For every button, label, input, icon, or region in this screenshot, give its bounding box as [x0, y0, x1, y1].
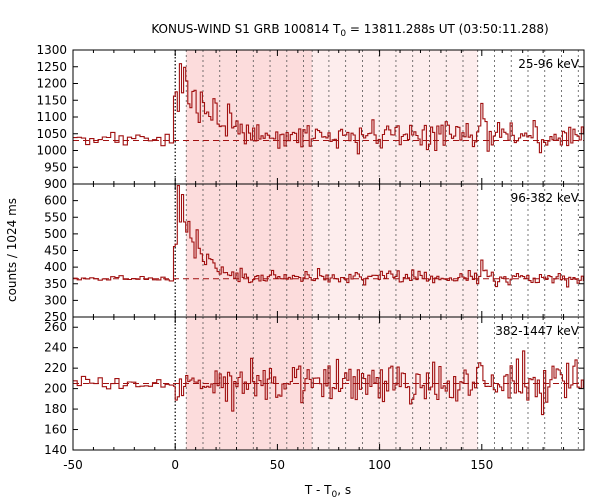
y-tick-label: 600: [44, 194, 67, 208]
light-curve-0: [73, 63, 584, 155]
x-axis-label-rest: , s: [337, 483, 351, 497]
y-tick-label: 160: [44, 423, 67, 437]
y-tick-label: 200: [44, 382, 67, 396]
y-tick-label: 550: [44, 210, 67, 224]
y-tick-label: 1200: [36, 77, 67, 91]
y-tick-label: 220: [44, 361, 67, 375]
chart-title-subscript: 0: [340, 29, 346, 39]
shade-extended-emission: [312, 50, 478, 184]
x-axis-label-subscript: 0: [332, 490, 338, 500]
x-tick-label: 150: [470, 458, 493, 472]
y-tick-label: 1000: [36, 144, 67, 158]
chart-title-rest: = 13811.288s UT (03:50:11.288): [346, 22, 549, 36]
y-tick-label: 140: [44, 443, 67, 457]
y-tick-label: 260: [44, 320, 67, 334]
energy-band-label: 96-382 keV: [511, 191, 580, 205]
y-tick-label: 180: [44, 402, 67, 416]
y-tick-label: 1100: [36, 110, 67, 124]
x-axis-label-main: T - T: [304, 483, 332, 497]
light-curve-2: [73, 350, 584, 416]
y-tick-label: 1250: [36, 60, 67, 74]
energy-band-label: 25-96 keV: [518, 57, 580, 71]
y-tick-label: 900: [44, 177, 67, 191]
y-tick-label: 1050: [36, 127, 67, 141]
shade-main-pulse: [186, 50, 313, 184]
y-tick-label: 450: [44, 244, 67, 258]
shade-extended-emission: [312, 184, 478, 317]
plot-area: 900950100010501100115012001250130025-96 …: [36, 43, 585, 472]
x-axis-label: T - T0, s: [304, 483, 351, 500]
x-tick-label: 50: [270, 458, 285, 472]
energy-band-label: 382-1447 keV: [495, 324, 579, 338]
y-tick-label: 300: [44, 293, 67, 307]
y-tick-label: 250: [44, 310, 67, 324]
y-tick-label: 1300: [36, 43, 67, 57]
shade-main-pulse: [186, 184, 313, 317]
light-curve-1: [73, 185, 584, 288]
panel-frame-2: [72, 316, 585, 451]
x-tick-label: -50: [63, 458, 83, 472]
y-tick-label: 950: [44, 160, 67, 174]
chart-title: KONUS-WIND S1 GRB 100814 T0 = 13811.288s…: [151, 22, 548, 39]
y-tick-label: 1150: [36, 93, 67, 107]
x-tick-label: 0: [171, 458, 179, 472]
x-tick-label: 100: [368, 458, 391, 472]
y-tick-label: 350: [44, 277, 67, 291]
y-tick-label: 500: [44, 227, 67, 241]
y-axis-label: counts / 1024 ms: [5, 198, 19, 302]
y-tick-label: 400: [44, 260, 67, 274]
y-tick-label: 240: [44, 341, 67, 355]
chart-title-main: KONUS-WIND S1 GRB 100814 T: [151, 22, 341, 36]
